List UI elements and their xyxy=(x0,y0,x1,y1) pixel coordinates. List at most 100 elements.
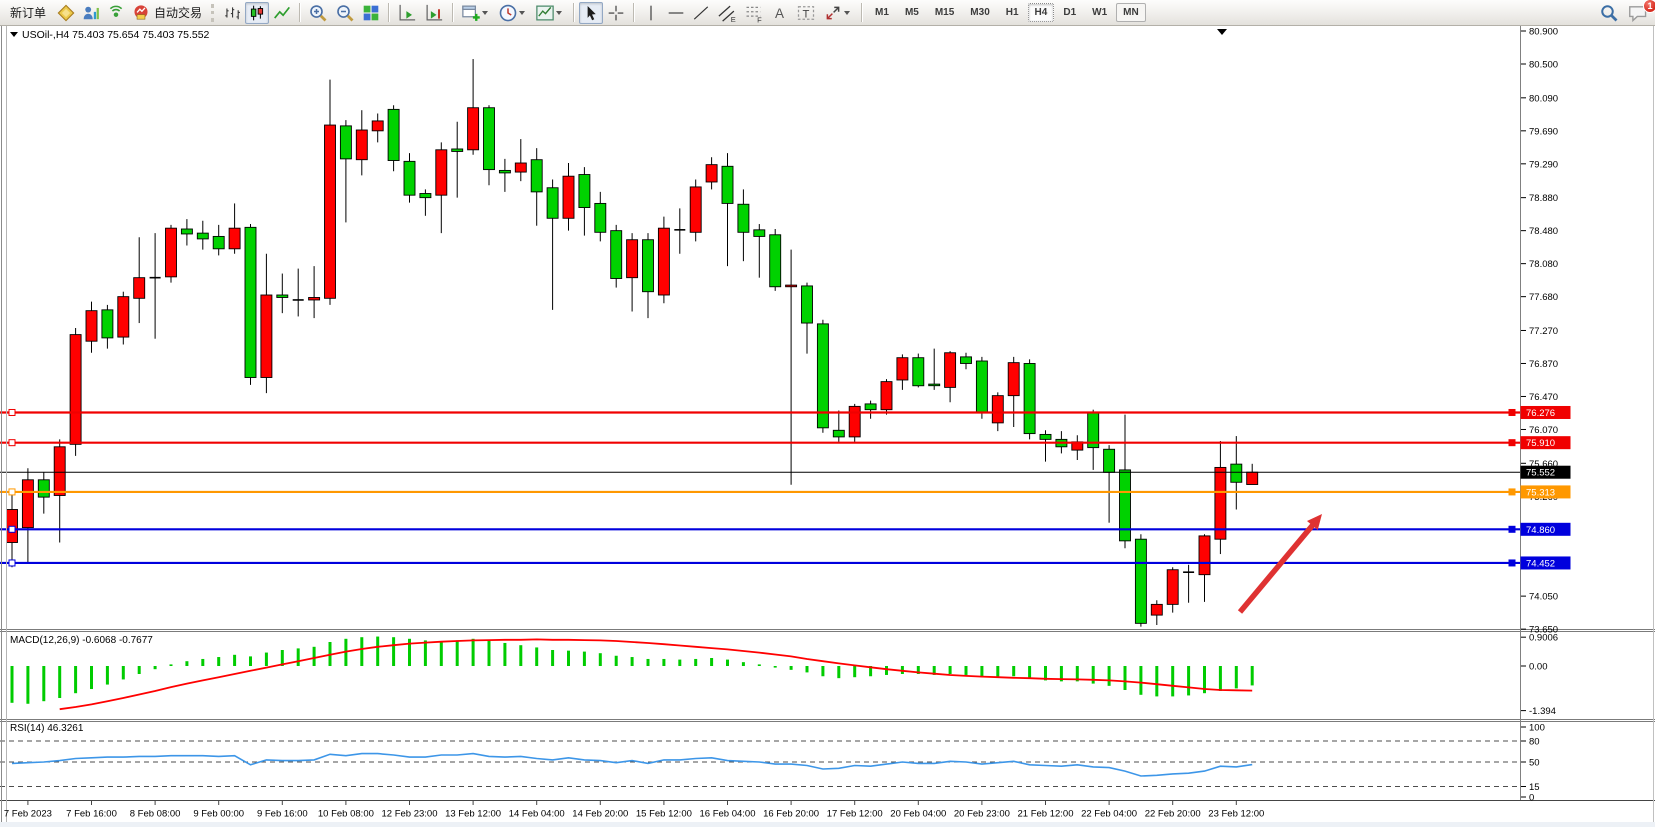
level-handle-right[interactable] xyxy=(1508,559,1516,567)
level-handle-left[interactable] xyxy=(8,525,16,533)
svg-text:15 Feb 12:00: 15 Feb 12:00 xyxy=(636,809,692,820)
time-axis[interactable]: 7 Feb 2023 7 Feb 16:00 8 Feb 08:00 9 Feb 00… xyxy=(4,800,1264,820)
equidistant-channel-icon: E xyxy=(718,5,736,23)
auto-trading-icon xyxy=(134,4,148,20)
new-order-icon xyxy=(57,4,75,21)
svg-text:75.552: 75.552 xyxy=(1526,468,1555,479)
svg-text:T: T xyxy=(803,8,810,20)
rsi-panel[interactable] xyxy=(0,722,1520,800)
svg-text:10 Feb 08:00: 10 Feb 08:00 xyxy=(318,809,374,820)
candles-layer xyxy=(6,59,1259,627)
svg-text:76.470: 76.470 xyxy=(1529,392,1558,403)
svg-text:79.290: 79.290 xyxy=(1529,159,1558,170)
candle-chart-icon xyxy=(250,5,264,20)
timeframe-m1-button[interactable]: M1 xyxy=(875,7,889,18)
text-label-button[interactable]: T xyxy=(793,2,819,24)
periods-button[interactable] xyxy=(495,2,531,24)
zoom-in-button[interactable] xyxy=(305,2,331,24)
auto-scroll-button[interactable] xyxy=(394,2,420,24)
toolbar-separator xyxy=(299,3,301,22)
templates-button[interactable] xyxy=(532,2,568,24)
macd-signal-line xyxy=(59,638,1253,711)
svg-text:20 Feb 23:00: 20 Feb 23:00 xyxy=(954,809,1010,820)
equidistant-channel-button[interactable]: E xyxy=(714,2,740,24)
line-chart-icon xyxy=(274,6,291,19)
chart-shift-button[interactable] xyxy=(421,2,447,24)
price-axis[interactable]: 80.900 80.500 80.090 79.690 79.290 78.880 78.4… xyxy=(1521,27,1558,636)
level-handle-left[interactable] xyxy=(8,439,16,447)
level-handle-right[interactable] xyxy=(1508,439,1516,447)
horizontal-line-button[interactable] xyxy=(664,2,688,24)
notifications-button[interactable]: 1 xyxy=(1624,0,1655,24)
price-badge-74.452 xyxy=(1520,556,1571,570)
symbol-dropdown-icon[interactable] xyxy=(10,32,18,37)
zoom-out-button[interactable] xyxy=(332,2,358,24)
level-handle-right[interactable] xyxy=(1508,525,1516,533)
svg-text:75.660: 75.660 xyxy=(1529,459,1558,470)
timeframe-h4-button[interactable]: H4 xyxy=(1027,3,1055,22)
level-handle-right[interactable] xyxy=(1508,488,1516,496)
level-handle-left[interactable] xyxy=(8,488,16,496)
arrow-objects-button[interactable] xyxy=(820,2,856,24)
timeframe-d1-button[interactable]: D1 xyxy=(1063,7,1077,18)
level-lines xyxy=(0,408,1520,567)
signal-button[interactable] xyxy=(104,2,128,24)
templates-icon xyxy=(536,5,554,20)
candle-chart-button[interactable] xyxy=(245,1,270,24)
rsi-name: RSI(14) xyxy=(10,723,45,734)
svg-text:80.900: 80.900 xyxy=(1529,27,1558,38)
text-button[interactable]: A xyxy=(768,2,792,24)
toolbar-separator xyxy=(452,3,454,22)
rsi-axis[interactable]: 100 80 50 150 xyxy=(1521,723,1545,804)
auto-trading-button[interactable]: 自动交易 xyxy=(129,2,209,24)
chart-shift-marker[interactable] xyxy=(1217,29,1227,35)
level-handle-right[interactable] xyxy=(1508,408,1516,416)
line-chart-button[interactable] xyxy=(270,2,294,24)
svg-text:23 Feb 12:00: 23 Feb 12:00 xyxy=(1208,809,1264,820)
svg-text:16 Feb 20:00: 16 Feb 20:00 xyxy=(763,809,819,820)
notification-badge: 1 xyxy=(1643,0,1655,13)
timeframe-mn-button[interactable]: MN xyxy=(1116,3,1146,22)
chevron-down-icon xyxy=(844,10,851,15)
trend-arrow[interactable] xyxy=(1237,514,1322,614)
fibonacci-icon: F xyxy=(746,6,762,23)
tile-windows-button[interactable] xyxy=(359,2,383,24)
new-order-diamond-button[interactable] xyxy=(54,2,78,24)
level-handle-left[interactable] xyxy=(8,559,16,567)
fibonacci-button[interactable]: F xyxy=(741,2,767,24)
chart-canvas[interactable]: 80.900 80.500 80.090 79.690 79.290 78.880 78.4… xyxy=(0,26,1655,827)
price-badges: 76.276 75.910 75.552 75.313 74.860 74.452 xyxy=(1520,405,1571,570)
macd-panel[interactable] xyxy=(0,633,1520,719)
periods-clock-icon xyxy=(499,4,517,21)
trendline-icon xyxy=(693,5,709,20)
timeframe-w1-button[interactable]: W1 xyxy=(1092,7,1108,18)
crosshair-button[interactable] xyxy=(604,2,628,24)
timeframe-m5-button[interactable]: M5 xyxy=(904,7,919,18)
cursor-button[interactable] xyxy=(579,1,604,24)
timeframe-h1-button[interactable]: H1 xyxy=(1005,7,1019,18)
level-handle-left[interactable] xyxy=(8,408,16,416)
timeframe-m30-button[interactable]: M30 xyxy=(970,7,990,18)
new-chart-icon xyxy=(462,5,480,21)
price-badge-76.276 xyxy=(1520,405,1571,419)
price-badge-75.910 xyxy=(1520,436,1571,450)
svg-text:20 Feb 04:00: 20 Feb 04:00 xyxy=(890,809,946,820)
symbol-title-text: USOil-,H4 75.403 75.654 75.403 75.552 xyxy=(22,29,210,41)
bar-chart-button[interactable] xyxy=(220,2,244,24)
symbol-title[interactable]: USOil-,H4 75.403 75.654 75.403 75.552 xyxy=(10,29,209,41)
macd-axis[interactable]: 0.9006 0.00 -1.394 xyxy=(1521,633,1558,717)
svg-text:15: 15 xyxy=(1529,782,1540,793)
market-watch-button[interactable] xyxy=(79,2,103,24)
new-order-button[interactable]: 新订单 xyxy=(3,2,53,24)
svg-text:76.276: 76.276 xyxy=(1526,408,1555,419)
vertical-line-button[interactable] xyxy=(639,2,663,24)
main-chart-panel[interactable] xyxy=(0,26,1520,630)
svg-text:17 Feb 12:00: 17 Feb 12:00 xyxy=(827,809,883,820)
cursor-icon xyxy=(587,5,596,20)
timeframe-m15-button[interactable]: M15 xyxy=(934,7,955,18)
search-button[interactable] xyxy=(1596,2,1622,24)
panel-borders xyxy=(0,26,1655,827)
svg-text:7 Feb 16:00: 7 Feb 16:00 xyxy=(66,809,117,820)
new-chart-button[interactable] xyxy=(458,2,494,24)
trendline-button[interactable] xyxy=(689,2,713,24)
